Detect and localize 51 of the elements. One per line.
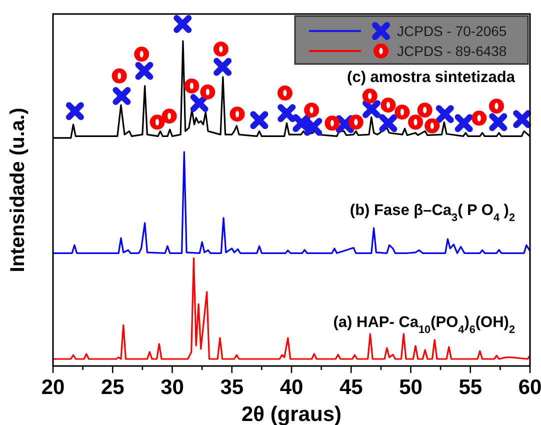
point <box>348 114 364 130</box>
point <box>112 87 131 106</box>
legend-label: JCPDS - 89-6438 <box>397 43 507 59</box>
point <box>380 98 396 113</box>
annotation: (b) Fase β–Ca$_{3}$( P O$_{4}$ )$_{2}$ <box>350 202 515 224</box>
point <box>362 88 378 104</box>
point <box>134 46 150 62</box>
point <box>489 113 508 132</box>
point <box>174 15 192 33</box>
point <box>488 98 504 114</box>
point <box>324 116 340 131</box>
point <box>278 104 296 122</box>
x-tick-label: 60 <box>518 376 541 399</box>
point <box>513 110 532 128</box>
point <box>424 118 440 134</box>
x-tick-label: 40 <box>280 376 304 399</box>
point <box>472 110 487 126</box>
point <box>184 78 200 94</box>
y-axis-title: Intensidade (u.a.) <box>7 108 29 272</box>
x-tick-label: 20 <box>41 376 65 399</box>
x-tick-label: 50 <box>399 376 422 399</box>
point <box>190 94 208 112</box>
x-tick-label: 25 <box>100 376 125 399</box>
point <box>336 115 354 134</box>
point <box>214 58 232 76</box>
point <box>112 68 127 84</box>
point <box>304 118 322 136</box>
point <box>230 106 245 122</box>
annotation: (c) amostra sintetizada <box>347 69 516 86</box>
annotation: (a) HAP- Ca$_{10}$(PO$_{4}$)$_{6}$(OH)$_{2}$ <box>333 314 515 336</box>
point <box>454 114 473 132</box>
x-tick-label: 30 <box>160 376 184 399</box>
legend-label: JCPDS - 70-2065 <box>397 23 507 39</box>
point <box>417 102 432 118</box>
point <box>408 114 424 130</box>
point <box>277 86 292 101</box>
x-tick-label: 45 <box>339 376 364 399</box>
point <box>436 105 454 124</box>
point <box>394 104 410 120</box>
point <box>362 100 381 118</box>
point <box>304 102 320 118</box>
x-tick-label: 35 <box>220 376 244 399</box>
point <box>162 108 177 124</box>
point <box>135 62 154 80</box>
point <box>200 84 216 100</box>
point <box>250 111 268 130</box>
point <box>292 114 311 132</box>
x-tick-label: 55 <box>458 376 482 399</box>
point <box>66 102 84 120</box>
point <box>379 114 398 132</box>
point <box>213 42 228 57</box>
